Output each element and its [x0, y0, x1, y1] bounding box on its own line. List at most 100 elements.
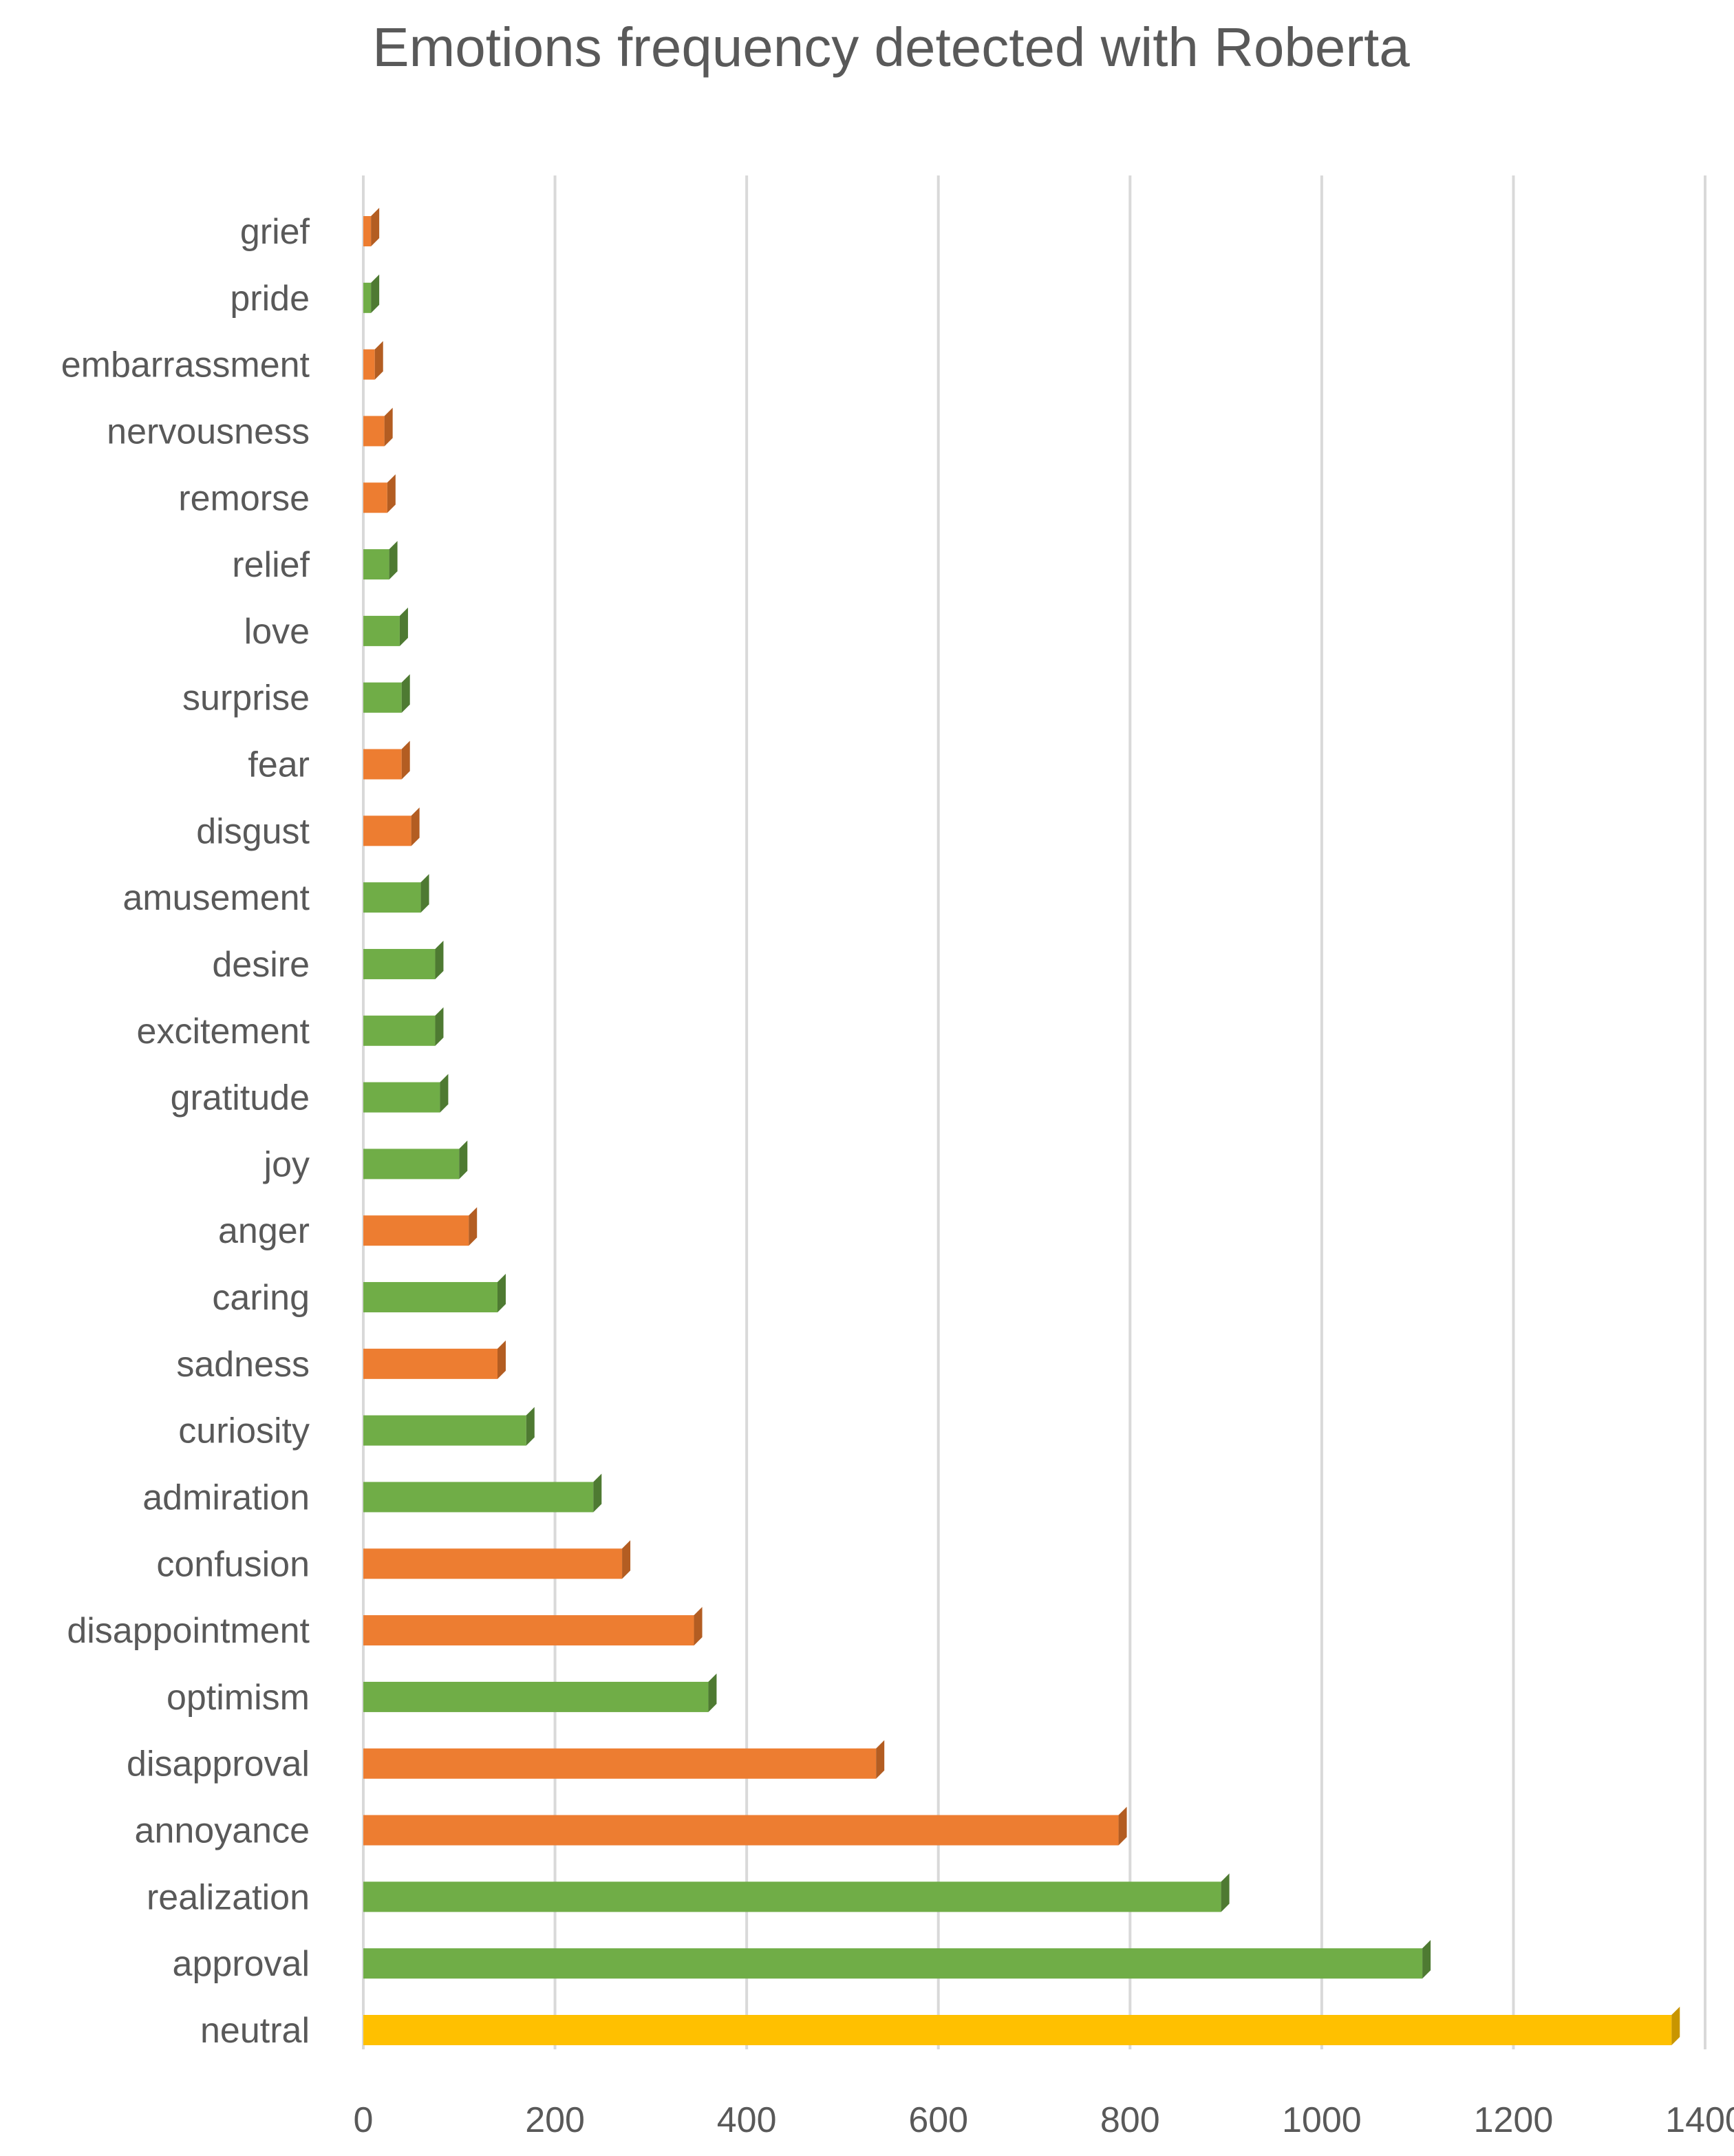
bar-face-fear [363, 749, 402, 780]
bar-side-relief [389, 541, 398, 580]
x-tick-label: 1000 [1282, 2100, 1362, 2140]
bar-disappointment [363, 1607, 703, 1646]
bar-side-grief [371, 208, 380, 246]
x-tick-label: 1200 [1474, 2100, 1554, 2140]
bar-side-remorse [387, 474, 396, 513]
x-tick-label: 600 [908, 2100, 968, 2140]
bar-approval [363, 1940, 1431, 1979]
bar-face-amusement [363, 882, 421, 913]
bar-desire [363, 940, 444, 979]
category-label-nervousness: nervousness [107, 412, 310, 451]
bar-side-approval [1422, 1940, 1431, 1979]
category-label-realization: realization [147, 1877, 310, 1917]
category-label-surprise: surprise [182, 679, 310, 718]
x-tick-label: 800 [1100, 2100, 1160, 2140]
bar-disapproval [363, 1740, 885, 1779]
bar-face-disappointment [363, 1615, 694, 1646]
category-label-annoyance: annoyance [135, 1811, 310, 1851]
bar-relief [363, 541, 398, 580]
category-label-confusion: confusion [156, 1544, 310, 1584]
bar-side-curiosity [526, 1407, 535, 1446]
bar-love [363, 607, 408, 646]
bar-side-gratitude [440, 1074, 449, 1113]
bar-face-approval [363, 1948, 1423, 1979]
category-label-amusement: amusement [122, 878, 310, 918]
bar-side-realization [1221, 1873, 1230, 1912]
bar-side-surprise [401, 674, 410, 713]
bar-excitement [363, 1007, 444, 1046]
bar-side-pride [371, 274, 380, 313]
x-tick-label: 200 [525, 2100, 585, 2140]
bar-anger [363, 1207, 478, 1246]
bar-face-embarrassment [363, 349, 375, 380]
bar-face-neutral [363, 2015, 1672, 2045]
bar-side-nervousness [384, 407, 393, 447]
category-label-caring: caring [212, 1278, 310, 1318]
bar-neutral [363, 2007, 1680, 2045]
bar-gratitude [363, 1074, 449, 1113]
category-label-approval: approval [173, 1944, 310, 1984]
bar-side-joy [459, 1140, 468, 1180]
bar-face-disapproval [363, 1748, 877, 1779]
x-tick-label: 0 [354, 2100, 374, 2140]
bar-side-desire [435, 940, 444, 979]
x-tick-label: 1400 [1665, 2100, 1734, 2140]
bar-face-excitement [363, 1015, 436, 1046]
bar-side-amusement [420, 874, 429, 913]
bar-remorse [363, 474, 396, 513]
bar-amusement [363, 874, 429, 913]
bar-nervousness [363, 407, 393, 447]
bar-confusion [363, 1540, 631, 1579]
bar-face-surprise [363, 682, 402, 713]
bar-disgust [363, 807, 420, 846]
category-label-desire: desire [212, 945, 310, 985]
bar-fear [363, 740, 410, 780]
category-label-relief: relief [232, 545, 310, 585]
bar-face-pride [363, 282, 372, 313]
bar-grief [363, 208, 380, 246]
bar-face-realization [363, 1881, 1221, 1912]
category-label-disapproval: disapproval [127, 1744, 310, 1784]
bar-joy [363, 1140, 468, 1180]
bar-face-relief [363, 549, 389, 580]
category-label-fear: fear [248, 745, 310, 785]
bar-embarrassment [363, 341, 383, 380]
bar-face-optimism [363, 1681, 709, 1712]
bar-admiration [363, 1473, 602, 1513]
bar-face-caring [363, 1282, 497, 1313]
bar-pride [363, 274, 380, 313]
category-label-joy: joy [263, 1144, 310, 1184]
bar-face-remorse [363, 482, 387, 513]
bar-face-gratitude [363, 1082, 440, 1113]
category-labels: neutral approval realization annoyance disap… [61, 212, 310, 2051]
bar-caring [363, 1274, 506, 1313]
x-tick-label: 400 [717, 2100, 777, 2140]
bar-surprise [363, 674, 410, 713]
category-label-grief: grief [240, 212, 310, 252]
bar-curiosity [363, 1407, 535, 1446]
category-label-curiosity: curiosity [178, 1411, 310, 1451]
bar-side-disappointment [694, 1607, 703, 1646]
category-label-optimism: optimism [167, 1678, 310, 1718]
x-axis-ticks: 0 200 400 600 800 1000 1200 1400 [354, 2100, 1734, 2140]
category-label-remorse: remorse [178, 478, 310, 518]
category-label-disgust: disgust [196, 811, 310, 851]
category-label-admiration: admiration [142, 1477, 310, 1517]
bars [363, 208, 1680, 2045]
bar-annoyance [363, 1806, 1127, 1846]
bar-optimism [363, 1673, 717, 1712]
bar-side-embarrassment [374, 341, 383, 380]
bar-face-sadness [363, 1348, 497, 1379]
category-label-gratitude: gratitude [171, 1078, 310, 1118]
bar-side-excitement [435, 1007, 444, 1046]
bar-face-grief [363, 216, 372, 246]
category-label-love: love [244, 612, 310, 652]
bar-face-curiosity [363, 1415, 526, 1446]
bar-side-annoyance [1118, 1806, 1127, 1846]
bar-sadness [363, 1340, 506, 1379]
bar-side-fear [401, 740, 410, 780]
bar-side-disapproval [876, 1740, 885, 1779]
bar-face-admiration [363, 1482, 594, 1513]
bar-side-caring [497, 1274, 506, 1313]
